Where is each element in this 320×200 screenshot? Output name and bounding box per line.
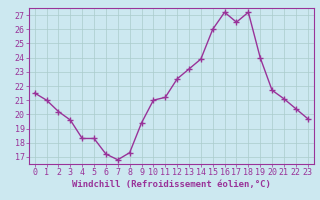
X-axis label: Windchill (Refroidissement éolien,°C): Windchill (Refroidissement éolien,°C) [72,180,271,189]
